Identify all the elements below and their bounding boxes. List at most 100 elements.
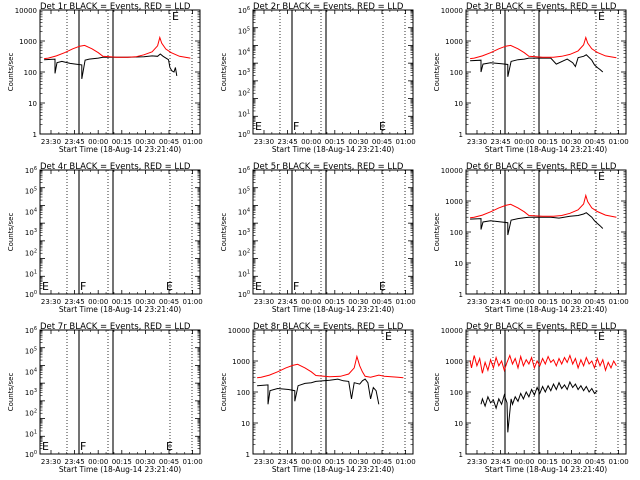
y-tick-label: 102	[25, 249, 37, 258]
flag-label: F	[80, 280, 86, 293]
y-tick-label: 10	[454, 260, 463, 268]
x-axis-label: Start Time (18-Aug-14 23:21:40)	[59, 305, 181, 314]
chart-title: Det 7r BLACK = Events, RED = LLD	[40, 322, 191, 332]
x-tick-label: 00:15	[538, 458, 558, 466]
chart-panel-7: Det 7r BLACK = Events, RED = LLD Counts/s…	[7, 322, 203, 474]
y-tick-label: 105	[238, 27, 250, 36]
x-tick-label: 00:30	[135, 138, 155, 146]
x-tick-label: 00:30	[561, 138, 581, 146]
y-tick-label: 10000	[441, 167, 463, 175]
x-tick-label: 23:30	[41, 458, 61, 466]
x-tick-label: 00:00	[301, 298, 321, 306]
y-tick-label: 1	[33, 131, 37, 139]
y-tick-label: 10	[28, 100, 37, 108]
flag-label: E	[598, 330, 605, 343]
x-tick-label: 00:00	[88, 298, 108, 306]
x-axis-label: Start Time (18-Aug-14 23:21:40)	[272, 305, 394, 314]
x-tick-label: 23:45	[278, 138, 298, 146]
x-tick-label: 00:15	[538, 138, 558, 146]
y-tick-label: 105	[238, 187, 250, 196]
chart-title: Det 8r BLACK = Events, RED = LLD	[253, 322, 404, 332]
y-tick-label: 103	[238, 68, 250, 77]
x-tick-label: 23:30	[254, 298, 274, 306]
events-series-line	[470, 212, 604, 236]
y-tick-label: 106	[238, 6, 250, 15]
y-tick-label: 100	[25, 450, 37, 459]
flag-label: E	[172, 10, 179, 23]
plot-frame	[465, 169, 627, 295]
chart-title: Det 1r BLACK = Events, RED = LLD	[40, 2, 191, 12]
y-tick-label: 101	[25, 429, 37, 438]
chart-panel-9: Det 9r BLACK = Events, RED = LLD Counts/s…	[433, 322, 629, 474]
y-tick-label: 1000	[445, 198, 463, 206]
x-axis-label: Start Time (18-Aug-14 23:21:40)	[485, 145, 607, 154]
x-axis-label: Start Time (18-Aug-14 23:21:40)	[59, 465, 181, 474]
y-tick-label: 1000	[445, 38, 463, 46]
y-tick-label: 101	[238, 109, 250, 118]
y-tick-label: 104	[25, 367, 37, 376]
y-tick-label: 102	[238, 249, 250, 258]
x-tick-label: 01:00	[609, 458, 629, 466]
x-axis-label: Start Time (18-Aug-14 23:21:40)	[59, 145, 181, 154]
x-tick-label: 00:15	[112, 138, 132, 146]
x-tick-label: 23:30	[254, 458, 274, 466]
flag-label: E	[255, 120, 262, 133]
y-tick-label: 10000	[441, 327, 463, 335]
y-axis-label: Counts/sec	[220, 53, 228, 92]
flag-label: F	[293, 280, 299, 293]
lld-series-line	[469, 354, 617, 374]
x-tick-label: 00:15	[325, 138, 345, 146]
lld-series-line	[470, 35, 617, 60]
y-tick-label: 104	[238, 207, 250, 216]
flag-label: E	[42, 440, 49, 453]
y-tick-label: 106	[25, 326, 37, 335]
chart-title: Det 2r BLACK = Events, RED = LLD	[253, 2, 404, 12]
y-tick-label: 100	[237, 389, 250, 397]
events-series-line	[44, 53, 178, 79]
x-tick-label: 23:45	[278, 298, 298, 306]
chart-panel-4: Det 4r BLACK = Events, RED = LLD Counts/s…	[7, 162, 203, 314]
y-tick-label: 100	[450, 69, 463, 77]
x-axis-label: Start Time (18-Aug-14 23:21:40)	[485, 465, 607, 474]
x-tick-label: 00:15	[325, 458, 345, 466]
y-tick-label: 106	[25, 166, 37, 175]
y-axis-label: Counts/sec	[7, 53, 15, 92]
x-tick-label: 23:45	[65, 298, 85, 306]
chart-title: Det 5r BLACK = Events, RED = LLD	[253, 162, 404, 172]
flag-label: E	[166, 440, 173, 453]
y-tick-label: 1	[459, 451, 463, 459]
x-tick-label: 01:00	[609, 298, 629, 306]
plot-frame	[252, 329, 414, 455]
x-tick-label: 00:00	[301, 138, 321, 146]
chart-title: Det 4r BLACK = Events, RED = LLD	[40, 162, 191, 172]
x-axis-label: Start Time (18-Aug-14 23:21:40)	[485, 305, 607, 314]
flag-label: E	[379, 280, 386, 293]
x-tick-label: 23:45	[65, 138, 85, 146]
y-tick-label: 1000	[445, 358, 463, 366]
y-tick-label: 106	[238, 166, 250, 175]
x-tick-label: 23:45	[491, 138, 511, 146]
chart-title: Det 3r BLACK = Events, RED = LLD	[466, 2, 617, 12]
x-tick-label: 00:15	[112, 298, 132, 306]
x-tick-label: 00:45	[159, 298, 179, 306]
y-tick-label: 103	[238, 228, 250, 237]
lld-series-line	[44, 35, 191, 60]
x-tick-label: 00:30	[561, 298, 581, 306]
y-tick-label: 101	[238, 269, 250, 278]
flag-label: E	[166, 280, 173, 293]
y-tick-label: 102	[25, 409, 37, 418]
y-tick-label: 10000	[228, 327, 250, 335]
y-axis-label: Counts/sec	[220, 213, 228, 252]
x-tick-label: 00:15	[112, 458, 132, 466]
x-tick-label: 01:00	[396, 458, 416, 466]
x-tick-label: 00:30	[348, 458, 368, 466]
x-tick-label: 00:00	[88, 458, 108, 466]
plot-frame	[465, 329, 627, 455]
y-axis-label: Counts/sec	[433, 213, 441, 252]
y-tick-label: 100	[450, 389, 463, 397]
chart-panel-3: Det 3r BLACK = Events, RED = LLD Counts/s…	[433, 2, 629, 154]
flag-label: F	[80, 440, 86, 453]
y-axis-label: Counts/sec	[7, 373, 15, 412]
x-tick-label: 00:30	[561, 458, 581, 466]
x-tick-label: 23:30	[467, 298, 487, 306]
